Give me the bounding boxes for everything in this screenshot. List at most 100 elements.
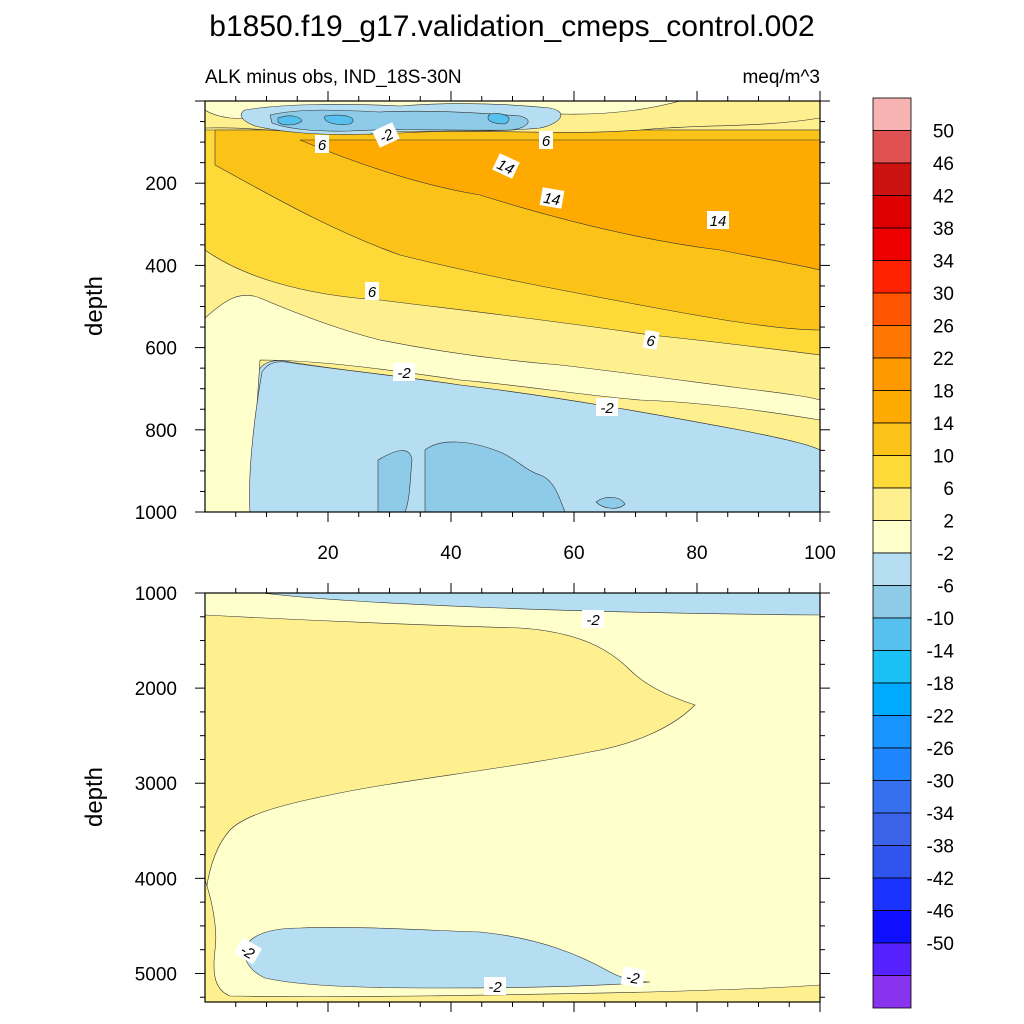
- colorbar-label: 14: [933, 414, 955, 435]
- upper-deep-neg6-b2: [424, 441, 566, 512]
- contour-label: -2: [484, 977, 506, 996]
- contour-label: 6: [539, 131, 553, 150]
- y-tick-label: 3000: [135, 774, 177, 795]
- contour-label-box: [707, 211, 729, 229]
- contour-label-box: [539, 187, 565, 209]
- colorbar-label: 2: [943, 512, 954, 533]
- x-tick-label: 100: [804, 543, 836, 564]
- y-tick-label: 600: [145, 339, 177, 360]
- colorbar-label: -22: [927, 707, 954, 728]
- colorbar-label: 38: [933, 219, 954, 240]
- lower-yticks: 1000 2000 3000 4000 5000: [135, 584, 830, 998]
- contour-label: -2: [620, 966, 646, 988]
- colorbar-label: -46: [927, 902, 954, 923]
- contour-label: 6: [315, 135, 329, 154]
- colorbar-swatch: [872, 877, 912, 911]
- contour-label: -2: [582, 610, 604, 629]
- lower-xticks: [235, 583, 821, 1012]
- y-tick-label: 200: [145, 174, 177, 195]
- y-tick-label: 1000: [135, 503, 177, 524]
- colorbar-label: -18: [927, 674, 954, 695]
- colorbar-label: -6: [937, 577, 954, 598]
- x-tick-label: 80: [686, 543, 707, 564]
- contour-label-box: [596, 398, 618, 416]
- contour-label-box: [372, 122, 400, 148]
- contour-label: 14: [492, 153, 520, 179]
- contour-label: 6: [365, 282, 379, 301]
- upper-left-pale: [205, 294, 820, 512]
- colorbar-swatch: [872, 552, 912, 586]
- contour-label-box: [393, 363, 415, 381]
- contour-label: -2: [393, 363, 415, 382]
- contour-label-box: [582, 610, 604, 628]
- contour-label-text: -2: [586, 612, 600, 629]
- upper-deep-neg6-c2: [595, 497, 626, 509]
- contour-label-text: 6: [542, 133, 551, 150]
- colorbar-swatch: [872, 162, 912, 196]
- colorbar-swatch: [872, 357, 912, 391]
- upper-surface-neg14: [277, 113, 510, 126]
- colorbar-swatch: [872, 910, 912, 944]
- upper-xticks: 20 40 60 80 100: [235, 91, 836, 564]
- colorbar-label: -50: [927, 934, 954, 955]
- contour-label-text: -2: [488, 979, 502, 996]
- contour-label-text: 6: [318, 137, 327, 154]
- colorbar-swatch: [872, 292, 912, 326]
- colorbar-label: 10: [933, 447, 954, 468]
- upper-ylabel: depth: [81, 276, 108, 336]
- contour-label-box: [315, 135, 329, 153]
- colorbar-label: -42: [927, 869, 954, 890]
- lower-panel: 1000 2000 3000 4000 5000 -2 -2 -2 -2 depth: [81, 583, 830, 1012]
- colorbar-swatch: [872, 520, 912, 554]
- colorbar-swatch: [872, 780, 912, 814]
- colorbar-label: -38: [927, 837, 954, 858]
- contour-label: 14: [707, 211, 729, 230]
- colorbar-swatch: [872, 942, 912, 976]
- colorbar-label: 34: [933, 252, 955, 273]
- lower-ylabel: depth: [81, 767, 108, 827]
- contour-label-text: -2: [397, 365, 411, 382]
- colorbar-label: -2: [937, 544, 954, 565]
- colorbar-label: 42: [933, 187, 954, 208]
- colorbar-label: 22: [933, 349, 954, 370]
- x-tick-label: 20: [317, 543, 338, 564]
- colorbar-label: 18: [933, 382, 954, 403]
- lower-top-neg6: [261, 593, 820, 616]
- subtitle-left: ALK minus obs, IND_18S-30N: [205, 67, 462, 88]
- contour-label-text: 14: [494, 156, 516, 178]
- contour-label: -2: [233, 937, 263, 965]
- contour-label-box: [620, 966, 646, 988]
- colorbar-swatch: [872, 227, 912, 261]
- colorbar-swatch: [872, 130, 912, 164]
- colorbar-label: 6: [943, 479, 954, 500]
- colorbar-swatch: [872, 975, 912, 1009]
- contour-label: -2: [596, 398, 618, 417]
- subtitle-right: meq/m^3: [742, 67, 820, 88]
- colorbar-swatch: [872, 195, 912, 229]
- colorbar-swatch: [872, 682, 912, 716]
- upper-deep-neg6-a2: [377, 450, 413, 512]
- colorbar-swatch: [872, 845, 912, 879]
- colorbar-swatch: [872, 455, 912, 489]
- x-tick-label: 60: [563, 543, 584, 564]
- colorbar: [872, 97, 912, 1009]
- contour-label-text: 6: [645, 332, 657, 350]
- y-tick-label: 800: [145, 421, 177, 442]
- colorbar-swatch: [872, 812, 912, 846]
- y-tick-label: 5000: [135, 964, 177, 985]
- contour-label-text: 14: [710, 213, 727, 230]
- colorbar-label: -10: [927, 609, 954, 630]
- contour-label-box: [642, 329, 660, 351]
- lower-band-2: [205, 614, 696, 901]
- colorbar-swatch: [872, 585, 912, 619]
- y-tick-label: 4000: [135, 869, 177, 890]
- colorbar-label: -26: [927, 739, 954, 760]
- colorbar-label: -30: [927, 772, 954, 793]
- lower-contour-fill: [205, 593, 820, 1002]
- colorbar-label: 30: [933, 284, 954, 305]
- contour-label-box: [492, 153, 520, 179]
- colorbar-swatch: [872, 747, 912, 781]
- chart-title: b1850.f19_g17.validation_cmeps_control.0…: [209, 10, 814, 43]
